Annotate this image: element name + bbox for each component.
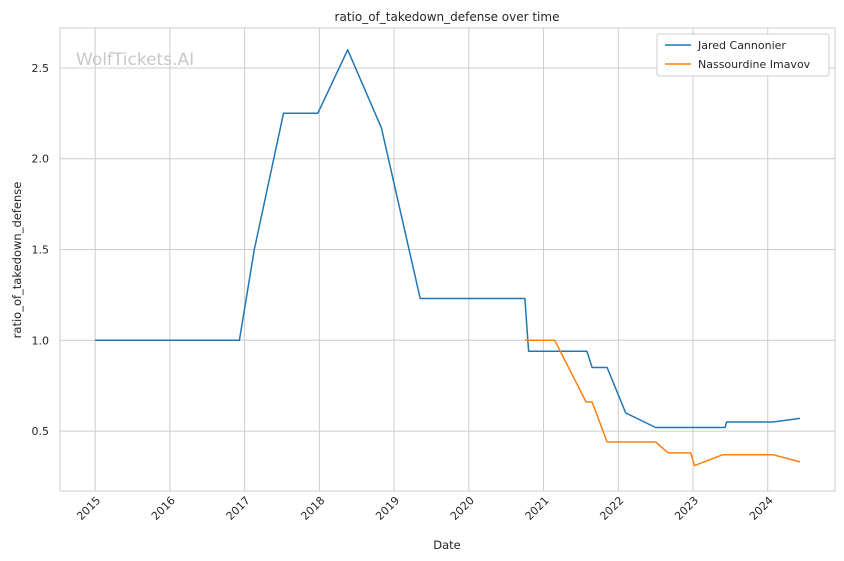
- y-tick-label: 0.5: [32, 425, 50, 438]
- watermark: WolfTickets.AI: [76, 50, 194, 70]
- x-axis-title: Date: [433, 538, 461, 552]
- y-tick-label: 2.5: [32, 62, 50, 75]
- x-tick-label: 2024: [747, 494, 776, 523]
- series-layer: [95, 49, 801, 467]
- x-tick-label: 2020: [448, 494, 477, 523]
- series-line-2: [524, 339, 801, 467]
- y-tick-label: 1.0: [32, 334, 50, 347]
- y-tick-label: 2.0: [32, 153, 50, 166]
- legend-label-1: Jared Cannonier: [697, 39, 786, 52]
- x-tick-label: 2019: [373, 494, 402, 523]
- x-tick-label: 2015: [74, 494, 103, 523]
- x-tick-label: 2021: [523, 494, 552, 523]
- x-tick-labels: 2015 2016 2017 2018 2019 2020 2021 2022 2023 2024: [74, 494, 776, 523]
- x-tick-label: 2023: [672, 494, 701, 523]
- x-tick-label: 2022: [597, 494, 626, 523]
- series-line-1: [95, 49, 800, 429]
- y-tick-label: 1.5: [32, 244, 50, 257]
- legend-box: [656, 33, 830, 77]
- legend-label-2: Nassourdine Imavov: [698, 58, 811, 71]
- legend: Jared Cannonier Nassourdine Imavov: [656, 33, 830, 77]
- y-tick-labels: 0.5 1.0 1.5 2.0 2.5: [32, 62, 50, 438]
- x-tick-label: 2017: [224, 494, 253, 523]
- chart-title: ratio_of_takedown_defense over time: [335, 10, 560, 24]
- plot-area: [59, 27, 836, 492]
- y-axis-title: ratio_of_takedown_defense: [10, 182, 24, 339]
- x-tick-label: 2018: [298, 494, 327, 523]
- x-tick-label: 2016: [149, 494, 178, 523]
